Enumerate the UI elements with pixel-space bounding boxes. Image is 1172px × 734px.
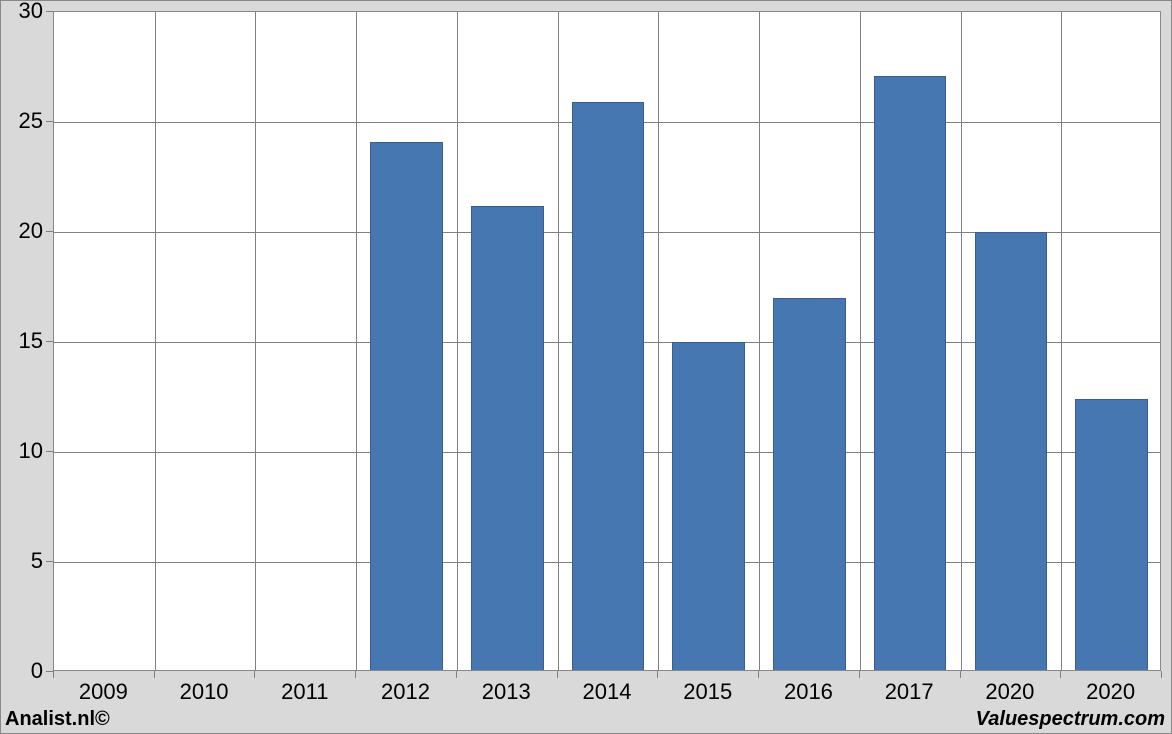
x-axis-label: 2010	[180, 679, 229, 705]
x-axis-label: 2014	[583, 679, 632, 705]
x-tick	[355, 671, 356, 678]
x-tick	[960, 671, 961, 678]
chart-bar	[471, 206, 544, 670]
gridline-vertical	[558, 12, 559, 670]
x-axis-label: 2013	[482, 679, 531, 705]
y-axis-label: 15	[1, 328, 43, 354]
y-tick	[46, 231, 53, 232]
x-tick	[154, 671, 155, 678]
x-axis-label: 2017	[885, 679, 934, 705]
x-tick	[1060, 671, 1061, 678]
y-tick	[46, 561, 53, 562]
gridline-vertical	[759, 12, 760, 670]
x-tick	[859, 671, 860, 678]
gridline-vertical	[860, 12, 861, 670]
x-tick	[254, 671, 255, 678]
footer-left-text: Analist.nl©	[5, 708, 110, 731]
x-tick	[53, 671, 54, 678]
x-tick	[557, 671, 558, 678]
gridline-vertical	[155, 12, 156, 670]
y-tick	[46, 671, 53, 672]
x-axis-label: 2020	[1086, 679, 1135, 705]
y-tick	[46, 341, 53, 342]
chart-bar	[1075, 399, 1148, 670]
chart-plot-area	[53, 11, 1161, 671]
x-tick	[456, 671, 457, 678]
x-axis-label: 2015	[683, 679, 732, 705]
footer-right-text: Valuespectrum.com	[976, 708, 1165, 731]
y-axis-label: 20	[1, 218, 43, 244]
chart-bars-layer	[54, 12, 1160, 670]
y-axis-label: 10	[1, 438, 43, 464]
x-axis-label: 2009	[79, 679, 128, 705]
chart-bar	[370, 142, 443, 670]
chart-bar	[773, 298, 846, 670]
y-tick	[46, 451, 53, 452]
gridline-vertical	[255, 12, 256, 670]
chart-bar	[672, 342, 745, 670]
y-axis-label: 30	[1, 0, 43, 24]
y-axis-label: 0	[1, 658, 43, 684]
x-axis-label: 2020	[985, 679, 1034, 705]
gridline-vertical	[457, 12, 458, 670]
gridline-vertical	[1061, 12, 1062, 670]
x-axis-label: 2016	[784, 679, 833, 705]
chart-bar	[975, 232, 1048, 670]
y-tick	[46, 11, 53, 12]
x-tick	[758, 671, 759, 678]
y-axis-label: 5	[1, 548, 43, 574]
x-axis-label: 2012	[381, 679, 430, 705]
gridline-vertical	[961, 12, 962, 670]
x-axis-label: 2011	[281, 679, 328, 705]
y-tick	[46, 121, 53, 122]
gridline-vertical	[658, 12, 659, 670]
chart-outer-frame: 0 5 10 15 20 25 30 2009 2010 2011 2012 2013 2014 201…	[0, 0, 1172, 734]
x-tick	[1161, 671, 1162, 678]
x-tick	[657, 671, 658, 678]
chart-bar	[874, 76, 947, 670]
y-axis-label: 25	[1, 108, 43, 134]
gridline-vertical	[356, 12, 357, 670]
chart-bar	[572, 102, 645, 670]
